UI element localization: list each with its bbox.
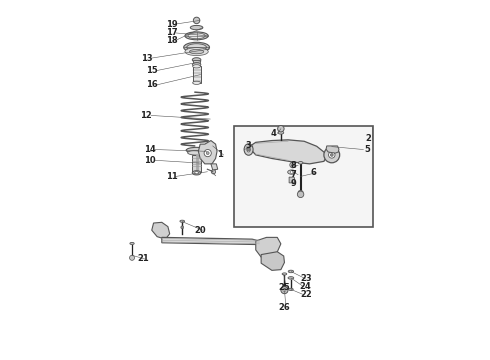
- Circle shape: [194, 17, 200, 24]
- Circle shape: [324, 147, 340, 163]
- Polygon shape: [261, 252, 285, 270]
- Text: 11: 11: [166, 172, 177, 181]
- Text: 10: 10: [144, 156, 156, 165]
- Bar: [234, 126, 373, 226]
- Ellipse shape: [195, 171, 198, 174]
- Circle shape: [181, 226, 184, 229]
- Text: 6: 6: [310, 168, 316, 177]
- Circle shape: [278, 126, 284, 132]
- Polygon shape: [211, 164, 218, 170]
- Text: 15: 15: [146, 66, 158, 75]
- Ellipse shape: [193, 65, 200, 68]
- Text: 23: 23: [300, 274, 312, 283]
- Circle shape: [290, 162, 295, 168]
- Circle shape: [290, 270, 292, 273]
- Ellipse shape: [187, 44, 206, 51]
- Ellipse shape: [298, 190, 303, 193]
- Ellipse shape: [190, 49, 204, 54]
- Text: 1: 1: [217, 150, 223, 159]
- Text: 4: 4: [271, 129, 277, 138]
- Ellipse shape: [185, 32, 208, 40]
- Ellipse shape: [289, 288, 293, 291]
- Ellipse shape: [288, 276, 294, 279]
- Text: 20: 20: [195, 226, 206, 235]
- Bar: [192, 155, 201, 172]
- Text: 9: 9: [291, 179, 296, 188]
- Polygon shape: [198, 140, 217, 164]
- Polygon shape: [289, 177, 295, 183]
- Text: 13: 13: [141, 54, 152, 63]
- Text: 16: 16: [146, 81, 158, 90]
- Ellipse shape: [244, 144, 253, 155]
- Ellipse shape: [192, 171, 201, 175]
- Text: 19: 19: [166, 19, 177, 28]
- Circle shape: [329, 152, 335, 158]
- Text: 24: 24: [299, 282, 311, 291]
- Text: 14: 14: [144, 145, 156, 154]
- Text: 17: 17: [166, 28, 177, 37]
- Circle shape: [204, 149, 211, 157]
- Ellipse shape: [192, 58, 201, 62]
- Text: 2: 2: [366, 134, 371, 143]
- Ellipse shape: [278, 131, 284, 134]
- Ellipse shape: [180, 220, 185, 222]
- Polygon shape: [152, 222, 170, 239]
- Circle shape: [290, 171, 293, 174]
- Ellipse shape: [190, 26, 203, 30]
- Text: 25: 25: [279, 283, 290, 292]
- Ellipse shape: [288, 170, 295, 174]
- Ellipse shape: [186, 147, 207, 153]
- Text: 5: 5: [364, 145, 370, 154]
- Text: 18: 18: [166, 36, 177, 45]
- Polygon shape: [162, 237, 274, 244]
- Ellipse shape: [193, 81, 200, 85]
- Ellipse shape: [130, 242, 134, 244]
- Circle shape: [247, 148, 250, 151]
- Ellipse shape: [192, 63, 201, 66]
- Polygon shape: [256, 237, 281, 259]
- Bar: [193, 60, 200, 64]
- Bar: [193, 66, 200, 83]
- Circle shape: [211, 170, 216, 174]
- Ellipse shape: [184, 42, 210, 52]
- Ellipse shape: [247, 147, 250, 152]
- Text: 22: 22: [300, 290, 312, 299]
- Text: 8: 8: [291, 161, 296, 170]
- Text: 12: 12: [141, 111, 152, 120]
- Circle shape: [330, 153, 333, 156]
- Ellipse shape: [282, 273, 287, 275]
- Circle shape: [206, 152, 209, 154]
- Circle shape: [129, 255, 135, 260]
- Text: 3: 3: [245, 141, 251, 150]
- Circle shape: [292, 164, 294, 166]
- Circle shape: [283, 289, 286, 292]
- Text: 21: 21: [137, 255, 148, 264]
- Text: 26: 26: [279, 303, 290, 312]
- Text: 7: 7: [291, 170, 296, 179]
- Ellipse shape: [185, 48, 208, 55]
- Circle shape: [281, 287, 288, 294]
- Ellipse shape: [188, 150, 205, 155]
- Polygon shape: [326, 146, 339, 153]
- Ellipse shape: [298, 162, 303, 164]
- Polygon shape: [248, 140, 327, 164]
- Ellipse shape: [288, 270, 294, 273]
- Ellipse shape: [188, 33, 205, 39]
- Circle shape: [297, 191, 304, 198]
